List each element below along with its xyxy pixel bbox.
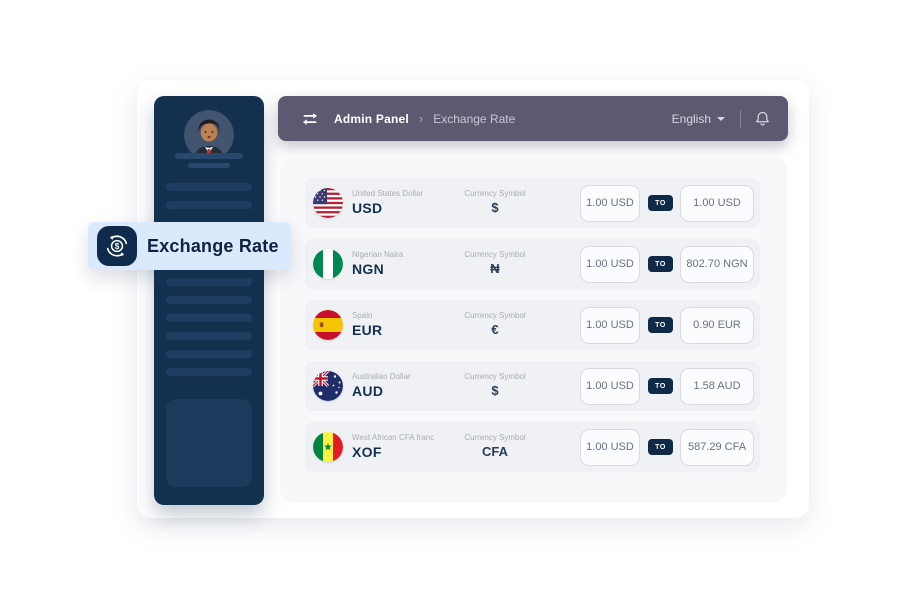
currency-symbol-label: Currency Symbol <box>464 372 526 382</box>
to-amount-field[interactable]: 802.70 NGN <box>680 245 754 283</box>
currency-code: EUR <box>352 321 383 338</box>
bell-icon[interactable] <box>754 110 771 127</box>
currency-name: Spain <box>352 310 373 320</box>
currency-name: United States Dollar <box>352 188 424 198</box>
currency-code: AUD <box>352 382 384 399</box>
currency-symbol-cell: Currency Symbol CFA <box>440 433 550 460</box>
skeleton-line <box>166 183 252 191</box>
currency-symbol-value: $ <box>491 200 499 216</box>
to-badge: TO <box>648 317 673 333</box>
exchange-rate-callout[interactable]: $ Exchange Rate <box>88 222 291 270</box>
currency-row: Nigerian Naira NGN Currency Symbol ₦ 1.0… <box>305 239 760 289</box>
breadcrumb-separator: › <box>418 111 424 126</box>
currency-info: Australian Dollar AUD <box>352 372 440 401</box>
sidebar <box>154 96 264 505</box>
to-amount-field[interactable]: 587.29 CFA <box>680 428 754 466</box>
from-amount-field[interactable]: 1.00 USD <box>580 367 640 405</box>
currency-symbol-value: € <box>491 322 499 338</box>
to-badge: TO <box>648 378 673 394</box>
from-amount-field[interactable]: 1.00 USD <box>580 245 640 283</box>
skeleton-line <box>166 296 252 304</box>
header-divider <box>740 109 741 128</box>
skeleton-line <box>188 163 230 168</box>
currency-symbol-label: Currency Symbol <box>464 433 526 443</box>
currency-info: United States Dollar USD <box>352 189 440 218</box>
currency-symbol-label: Currency Symbol <box>464 311 526 321</box>
currency-name: Nigerian Naira <box>352 249 404 259</box>
skeleton-line <box>166 368 252 376</box>
language-dropdown[interactable]: English <box>672 112 725 126</box>
us-flag-icon <box>313 188 343 218</box>
ng-flag-icon <box>313 249 343 279</box>
currency-symbol-cell: Currency Symbol € <box>440 311 550 338</box>
currency-symbol-cell: Currency Symbol $ <box>440 372 550 399</box>
au-flag-icon <box>313 371 343 401</box>
currency-info: West African CFA franc XOF <box>352 433 440 462</box>
es-flag-icon <box>313 310 343 340</box>
breadcrumb-page: Exchange Rate <box>433 111 516 126</box>
currency-symbol-cell: Currency Symbol ₦ <box>440 250 550 277</box>
currency-code: USD <box>352 199 383 216</box>
language-label: English <box>671 111 711 126</box>
currency-exchange-icon: $ <box>97 226 137 266</box>
currency-row: Spain EUR Currency Symbol € 1.00 USD TO … <box>305 300 760 350</box>
currency-symbol-value: ₦ <box>490 261 500 277</box>
swap-arrows-icon[interactable] <box>300 112 320 126</box>
to-badge: TO <box>648 256 673 272</box>
skeleton-line <box>166 332 252 340</box>
currency-name: Australian Dollar <box>352 371 411 381</box>
currency-row: Australian Dollar AUD Currency Symbol $ … <box>305 361 760 411</box>
skeleton-line <box>166 314 252 322</box>
currency-code: NGN <box>352 260 385 277</box>
admin-header: Admin Panel › Exchange Rate English <box>278 96 788 141</box>
to-badge: TO <box>648 195 673 211</box>
to-amount-field[interactable]: 0.90 EUR <box>680 306 754 344</box>
currency-row: West African CFA franc XOF Currency Symb… <box>305 422 760 472</box>
currency-list: United States Dollar USD Currency Symbol… <box>305 178 760 483</box>
breadcrumb-app[interactable]: Admin Panel <box>334 111 409 126</box>
currency-code: XOF <box>352 443 382 460</box>
to-amount-field[interactable]: 1.00 USD <box>680 184 754 222</box>
currency-name: West African CFA franc <box>352 432 435 442</box>
skeleton-line <box>166 350 252 358</box>
currency-symbol-value: CFA <box>482 444 508 460</box>
exchange-rate-panel: United States Dollar USD Currency Symbol… <box>280 156 787 503</box>
sidebar-bottom-block <box>166 399 252 487</box>
currency-info: Spain EUR <box>352 311 440 340</box>
skeleton-line <box>166 201 252 209</box>
currency-info: Nigerian Naira NGN <box>352 250 440 279</box>
from-amount-field[interactable]: 1.00 USD <box>580 184 640 222</box>
header-right-group: English <box>672 109 788 128</box>
from-amount-field[interactable]: 1.00 USD <box>580 306 640 344</box>
from-amount-field[interactable]: 1.00 USD <box>580 428 640 466</box>
svg-text:$: $ <box>115 242 120 251</box>
exchange-rate-label: Exchange Rate <box>147 235 279 256</box>
to-amount-field[interactable]: 1.58 AUD <box>680 367 754 405</box>
currency-symbol-label: Currency Symbol <box>464 189 526 199</box>
caret-down-icon <box>717 116 725 121</box>
currency-row: United States Dollar USD Currency Symbol… <box>305 178 760 228</box>
currency-symbol-label: Currency Symbol <box>464 250 526 260</box>
currency-symbol-cell: Currency Symbol $ <box>440 189 550 216</box>
currency-symbol-value: $ <box>491 383 499 399</box>
skeleton-line <box>166 278 252 286</box>
to-badge: TO <box>648 439 673 455</box>
sn-flag-icon <box>313 432 343 462</box>
skeleton-line <box>175 153 243 159</box>
